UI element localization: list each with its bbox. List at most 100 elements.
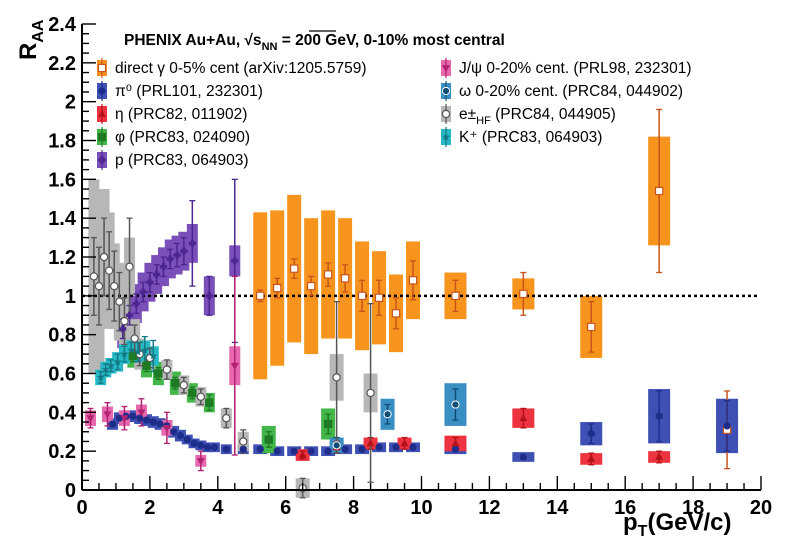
point-s6-p0: [332, 441, 341, 450]
point-s4-p12: [231, 257, 239, 265]
point-s1-p31: [655, 412, 663, 420]
x-tick-label-0: 0: [76, 497, 87, 519]
point-s0-p1: [273, 283, 282, 293]
x-tick-label-7: 14: [546, 497, 569, 519]
point-s1-p13: [197, 441, 205, 449]
legend-marker-1: [98, 87, 106, 95]
chart-title: PHENIX Au+Au, √sNN = 200 GeV, 0-10% most…: [124, 32, 505, 53]
point-s0-p2: [289, 264, 299, 273]
point-s8-p3: [113, 357, 122, 366]
point-s1-p24: [358, 445, 366, 453]
point-s0-p0: [256, 291, 265, 301]
y-tick-label-8: 1.6: [48, 169, 76, 191]
legend-marker-3: [97, 132, 107, 142]
point-s2-p6: [587, 454, 596, 462]
point-s1-p19: [273, 447, 281, 455]
point-s7-p6: [120, 316, 129, 326]
x-tick-label-5: 10: [410, 497, 432, 519]
point-s7-p17: [332, 373, 341, 382]
legend-label-8: K⁺ (PRC83, 064903): [459, 129, 602, 146]
point-s1-p9: [170, 428, 178, 436]
point-s1-p17: [239, 445, 247, 453]
legend-label-7: e±HF (PRC84, 044905): [459, 106, 616, 127]
point-s4-p4: [146, 278, 154, 286]
x-axis-label: pT(GeV/c): [623, 509, 731, 540]
point-s5-p4: [162, 424, 171, 433]
y-tick-label-4: 0.8: [48, 325, 76, 347]
point-s4-p10: [188, 239, 196, 248]
legend-marker-7: [441, 109, 451, 119]
point-s4-p0: [119, 325, 127, 333]
point-s1-p3: [129, 412, 137, 420]
point-s4-p7: [166, 255, 174, 263]
axes: [81, 23, 762, 491]
point-s4-p3: [139, 288, 147, 296]
point-s0-p7: [374, 293, 384, 302]
point-s7-p0: [89, 272, 99, 281]
point-s8-p6: [133, 347, 143, 356]
legend-label-3: φ (PRC83, 024090): [115, 129, 250, 146]
point-s5-p5: [196, 457, 205, 466]
point-s3-p3: [171, 379, 180, 388]
y-tick-label-2: 0.4: [48, 402, 77, 424]
point-s3-p6: [264, 435, 273, 444]
legend-marker-8: [441, 132, 451, 141]
x-tick-label-3: 6: [280, 497, 291, 519]
point-s0-p6: [357, 291, 367, 301]
legend: direct γ 0-5% cent (arXiv:1205.5759) π⁰ (…: [97, 58, 692, 170]
x-tick-label-2: 4: [212, 497, 224, 519]
point-s2-p2: [366, 439, 375, 447]
point-s7-p7: [125, 262, 134, 271]
point-s7-p4: [110, 281, 119, 291]
point-s1-p27: [409, 443, 417, 451]
point-s1-p32: [723, 422, 731, 430]
point-s8-p4: [120, 349, 129, 358]
point-s3-p0: [128, 351, 138, 361]
point-s1-p5: [142, 416, 151, 424]
point-s8-p2: [106, 361, 115, 370]
y-tick-label-12: 2.4: [48, 14, 77, 36]
point-s0-p12: [587, 322, 596, 332]
point-s0-p11: [519, 289, 528, 299]
legend-label-5: J/ψ 0-20% cent. (PRL98, 232301): [459, 60, 692, 77]
point-s7-p14: [222, 413, 231, 423]
point-s2-p4: [451, 439, 460, 447]
y-tick-label-9: 1.8: [48, 131, 76, 153]
point-s1-p15: [210, 443, 219, 451]
point-s4-p5: [153, 270, 161, 279]
point-s1-p7: [156, 420, 164, 428]
point-s2-p7: [655, 452, 664, 460]
y-tick-label-7: 1.4: [48, 208, 77, 230]
y-tick-label-11: 2.2: [48, 53, 76, 75]
point-s1-p22: [324, 447, 332, 455]
point-s7-p11: [162, 365, 172, 374]
point-s2-p3: [400, 439, 409, 447]
point-s5-p0: [86, 415, 95, 423]
point-s1-p21: [307, 447, 315, 455]
point-s1-p12: [190, 439, 198, 447]
point-s5-p1: [103, 411, 112, 419]
y-tick-label-6: 1.2: [48, 247, 76, 269]
point-s1-p6: [149, 418, 157, 426]
data-markers: [86, 186, 732, 493]
legend-label-4: p (PRC83, 064903): [115, 152, 249, 169]
point-s7-p15: [239, 437, 248, 446]
point-s7-p18: [366, 388, 375, 398]
point-s7-p5: [115, 297, 124, 306]
point-s7-p2: [99, 252, 109, 262]
point-s0-p13: [654, 186, 664, 196]
point-s5-p6: [230, 362, 239, 371]
point-s0-p4: [323, 270, 333, 279]
point-s1-p20: [290, 447, 298, 455]
x-tick-label-1: 2: [144, 497, 155, 519]
tick-labels: 0 2 4 6 8 10 12 14 16 18 20 0 0.2 0.4 0.6 0.8 1 1.2 1.4 1.6…: [48, 14, 772, 519]
point-s8-p5: [127, 345, 136, 354]
point-s8-p8: [149, 351, 158, 360]
point-s6-p1: [383, 410, 392, 419]
point-s7-p12: [179, 380, 189, 390]
legend-marker-0: [97, 63, 107, 73]
x-tick-label-9: 18: [682, 497, 704, 519]
point-s2-p5: [519, 413, 528, 422]
point-s1-p30: [587, 430, 595, 438]
